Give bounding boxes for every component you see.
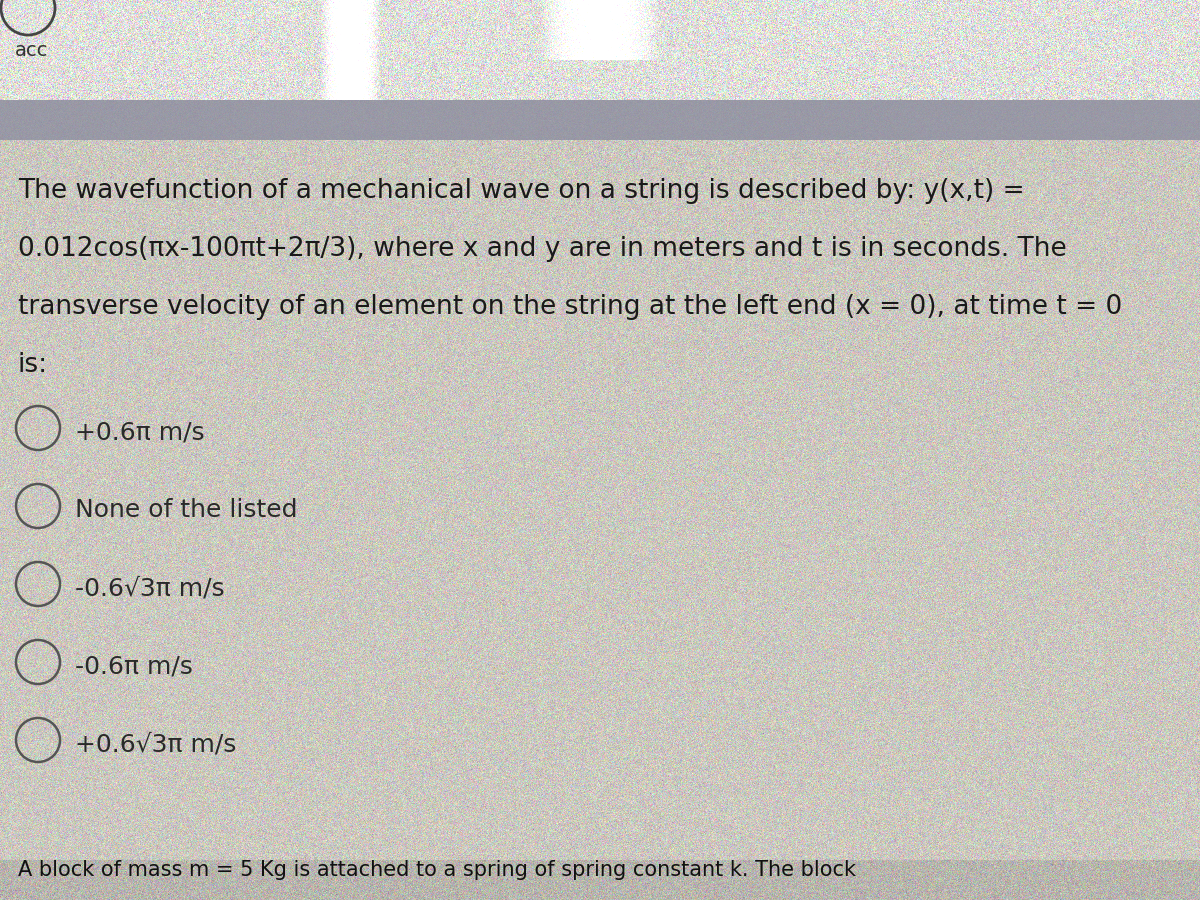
Text: None of the listed: None of the listed: [74, 498, 298, 522]
Text: +0.6√3π m/s: +0.6√3π m/s: [74, 732, 236, 756]
Text: acc: acc: [14, 40, 48, 59]
Text: is:: is:: [18, 352, 48, 378]
Text: -0.6π m/s: -0.6π m/s: [74, 654, 193, 678]
Text: -0.6√3π m/s: -0.6√3π m/s: [74, 576, 224, 600]
Text: The wavefunction of a mechanical wave on a string is described by: y(x,t) =: The wavefunction of a mechanical wave on…: [18, 178, 1025, 204]
Text: A block of mass m = 5 Kg is attached to a spring of spring constant k. The block: A block of mass m = 5 Kg is attached to …: [18, 860, 856, 880]
Text: 0.012cos(πx-100πt+2π/3), where x and y are in meters and t is in seconds. The: 0.012cos(πx-100πt+2π/3), where x and y a…: [18, 236, 1067, 262]
Text: +0.6π m/s: +0.6π m/s: [74, 420, 205, 444]
Text: transverse velocity of an element on the string at the left end (x = 0), at time: transverse velocity of an element on the…: [18, 294, 1122, 320]
